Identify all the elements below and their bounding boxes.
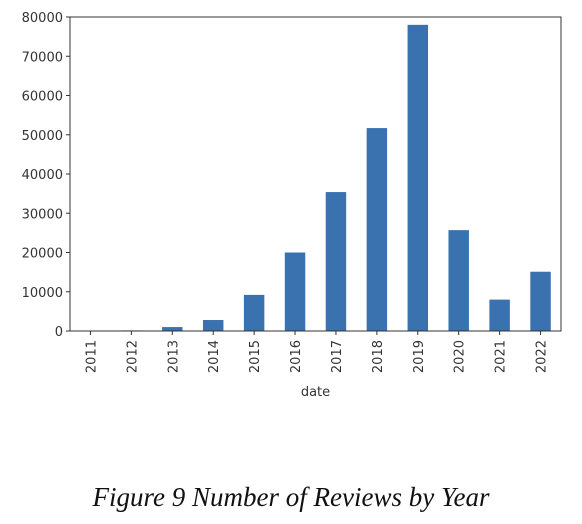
bar-2019 bbox=[407, 24, 429, 331]
x-tick-label: 2012 bbox=[125, 340, 140, 373]
x-axis-label: date bbox=[301, 385, 330, 400]
bar-2018 bbox=[366, 128, 388, 331]
y-tick-label: 10000 bbox=[22, 286, 63, 301]
x-tick-label: 2021 bbox=[494, 340, 509, 373]
y-tick-label: 40000 bbox=[22, 168, 63, 183]
bar-2021 bbox=[489, 299, 510, 331]
x-tick-label: 2013 bbox=[166, 340, 181, 373]
y-tick-label: 0 bbox=[55, 325, 63, 340]
x-tick-label: 2015 bbox=[248, 340, 263, 373]
bar-2017 bbox=[325, 192, 347, 331]
x-tick-label: 2017 bbox=[330, 340, 345, 373]
bar-2020 bbox=[448, 230, 469, 331]
x-tick-label: 2018 bbox=[371, 340, 386, 373]
x-tick-label: 2020 bbox=[453, 340, 468, 373]
y-tick-label: 70000 bbox=[22, 50, 63, 65]
y-tick-label: 20000 bbox=[22, 247, 63, 262]
x-tick-label: 2011 bbox=[84, 340, 99, 373]
y-tick-label: 50000 bbox=[22, 129, 63, 144]
x-axis: 2011 2012 2013 2014 2015 2016 2017 2018 2019 2020… bbox=[84, 331, 550, 373]
bar-chart: 0 10000 20000 30000 40000 50000 60000 70000 8000… bbox=[22, 11, 562, 400]
x-tick-label: 2019 bbox=[412, 340, 427, 373]
bar-2015 bbox=[243, 294, 265, 331]
bar-2013 bbox=[162, 327, 183, 331]
figure-caption: Figure 9 Number of Reviews by Year bbox=[92, 482, 490, 512]
x-tick-label: 2016 bbox=[289, 340, 304, 373]
bar-2022 bbox=[530, 271, 551, 331]
bar-2016 bbox=[284, 252, 306, 331]
bars-group bbox=[80, 24, 551, 331]
y-tick-label: 30000 bbox=[22, 207, 63, 222]
bar-2014 bbox=[202, 320, 224, 331]
x-tick-label: 2022 bbox=[535, 340, 550, 373]
x-tick-label: 2014 bbox=[207, 340, 222, 373]
y-tick-label: 80000 bbox=[22, 11, 63, 26]
plot-frame bbox=[69, 16, 562, 332]
y-axis: 0 10000 20000 30000 40000 50000 60000 70000 8000… bbox=[22, 11, 70, 340]
y-tick-label: 60000 bbox=[22, 90, 63, 105]
